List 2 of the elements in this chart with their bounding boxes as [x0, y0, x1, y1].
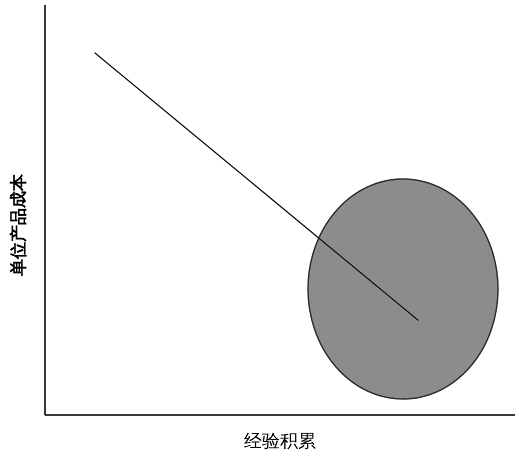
x-axis-title: 经验积累	[244, 431, 316, 452]
y-axis-title: 单位产品成本	[9, 173, 29, 277]
